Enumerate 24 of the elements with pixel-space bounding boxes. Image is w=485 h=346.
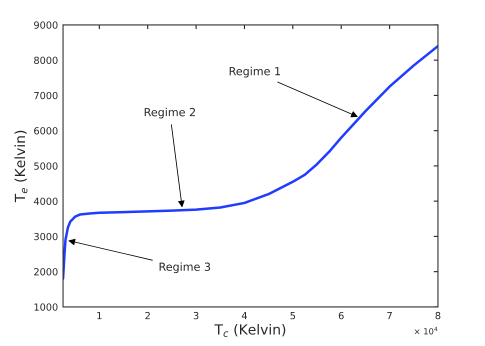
line-series xyxy=(63,44,438,280)
x-tick-label: 4 xyxy=(242,312,248,320)
x-tick-label: 5 xyxy=(290,312,296,320)
y-axis-title: T$_{e}$ (Kelvin) xyxy=(14,130,28,202)
annotation: Regime 3 xyxy=(160,262,210,274)
y-tick-label: 9000 xyxy=(34,21,58,29)
annotation: Regime 1 xyxy=(230,66,280,78)
y-tick-label: 7000 xyxy=(34,92,58,100)
y-tick-label: 6000 xyxy=(34,127,58,134)
annotation: Regime 2 xyxy=(144,108,195,118)
x-tick-label: 3 xyxy=(194,312,198,320)
y-tick-label: 1000 xyxy=(34,303,58,311)
x-tick-label: 8 xyxy=(436,312,440,320)
y-tick-label: 3000 xyxy=(34,232,58,240)
y-tick-label: 4000 xyxy=(34,198,58,205)
y-tick-label: 8000 xyxy=(34,56,58,64)
x-tick-label: 6 xyxy=(338,312,344,320)
x-tick-label: 1 xyxy=(97,312,102,320)
x-axis-title: T$_{c}$ (Kelvin) xyxy=(214,324,286,337)
text: × 10$^{4}$ xyxy=(414,326,438,334)
y-tick-label: 5000 xyxy=(34,162,58,170)
x-tick-label: 7 xyxy=(387,312,392,320)
x-tick-label: 2 xyxy=(145,312,150,320)
y-tick-label: 2000 xyxy=(34,268,58,276)
